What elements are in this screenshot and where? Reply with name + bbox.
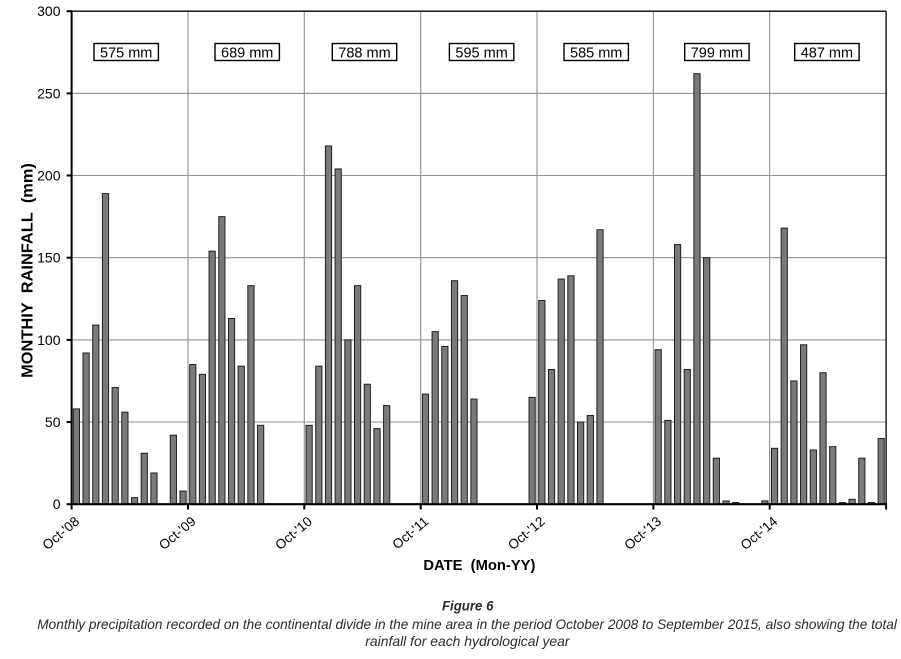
svg-text:DATE (Mon-YY): DATE (Mon-YY) [423, 557, 535, 574]
svg-text:150: 150 [37, 250, 61, 266]
svg-text:575 mm: 575 mm [100, 46, 152, 62]
svg-text:595 mm: 595 mm [455, 46, 507, 62]
svg-text:0: 0 [53, 496, 61, 512]
svg-text:100: 100 [37, 332, 61, 348]
svg-text:rainfall for each hydrological: rainfall for each hydrological year [365, 633, 571, 649]
svg-text:MONTHIY RAINFALL (mm): MONTHIY RAINFALL (mm) [20, 163, 37, 378]
svg-text:300: 300 [37, 3, 61, 19]
svg-text:585 mm: 585 mm [570, 46, 622, 62]
svg-text:799 mm: 799 mm [691, 46, 743, 62]
svg-text:250: 250 [37, 85, 61, 101]
svg-text:487 mm: 487 mm [801, 46, 853, 62]
svg-text:Monthly precipitation recorded: Monthly precipitation recorded on the co… [37, 616, 897, 632]
svg-text:689 mm: 689 mm [221, 46, 273, 62]
svg-text:Figure 6: Figure 6 [442, 598, 494, 614]
svg-text:50: 50 [45, 414, 61, 430]
svg-text:200: 200 [37, 167, 61, 183]
svg-text:788 mm: 788 mm [338, 46, 390, 62]
